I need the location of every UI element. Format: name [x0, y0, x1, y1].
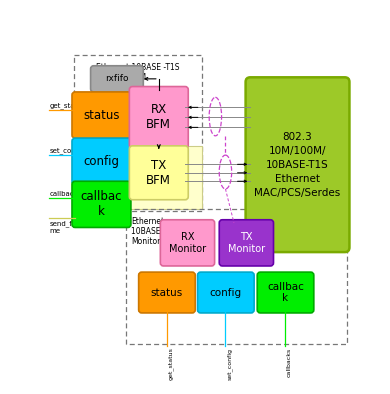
FancyBboxPatch shape — [129, 87, 188, 148]
Text: status: status — [83, 108, 120, 121]
FancyBboxPatch shape — [160, 220, 215, 266]
Text: get_status: get_status — [50, 102, 86, 109]
FancyBboxPatch shape — [90, 66, 143, 92]
FancyBboxPatch shape — [72, 92, 131, 138]
Text: get_status: get_status — [168, 348, 174, 381]
Text: callbacks: callbacks — [287, 348, 292, 377]
Text: set_config: set_config — [227, 348, 233, 379]
Text: callbac
k: callbac k — [267, 282, 304, 303]
Text: Ethernet
10BASE -T1S
Monitor: Ethernet 10BASE -T1S Monitor — [131, 217, 179, 247]
FancyBboxPatch shape — [257, 272, 314, 313]
Text: TX
Monitor: TX Monitor — [228, 232, 265, 254]
FancyBboxPatch shape — [219, 220, 273, 266]
FancyBboxPatch shape — [129, 146, 188, 200]
Text: config: config — [210, 288, 242, 297]
Bar — [130, 146, 202, 209]
FancyBboxPatch shape — [72, 181, 131, 227]
Text: config: config — [83, 155, 119, 168]
Text: send_fra
me: send_fra me — [50, 220, 80, 234]
Text: set_config: set_config — [50, 147, 85, 154]
Bar — [74, 55, 202, 210]
Text: RX
BFM: RX BFM — [146, 103, 171, 131]
Text: callbac
k: callbac k — [81, 190, 122, 218]
Text: TX
BFM: TX BFM — [146, 159, 171, 187]
FancyBboxPatch shape — [139, 272, 195, 313]
Text: RX
Monitor: RX Monitor — [169, 232, 206, 254]
FancyBboxPatch shape — [72, 138, 131, 184]
Text: status: status — [151, 288, 183, 297]
Bar — [126, 209, 347, 344]
Text: callbacks: callbacks — [50, 191, 82, 197]
Text: 802.3
10M/100M/
10BASE-T1S
Ethernet
MAC/PCS/Serdes: 802.3 10M/100M/ 10BASE-T1S Ethernet MAC/… — [254, 132, 340, 198]
Text: Ethernet 10BASE -T1S
BFM: Ethernet 10BASE -T1S BFM — [96, 63, 180, 82]
FancyBboxPatch shape — [246, 77, 349, 252]
FancyBboxPatch shape — [198, 272, 254, 313]
Text: rxfifo: rxfifo — [105, 74, 129, 84]
